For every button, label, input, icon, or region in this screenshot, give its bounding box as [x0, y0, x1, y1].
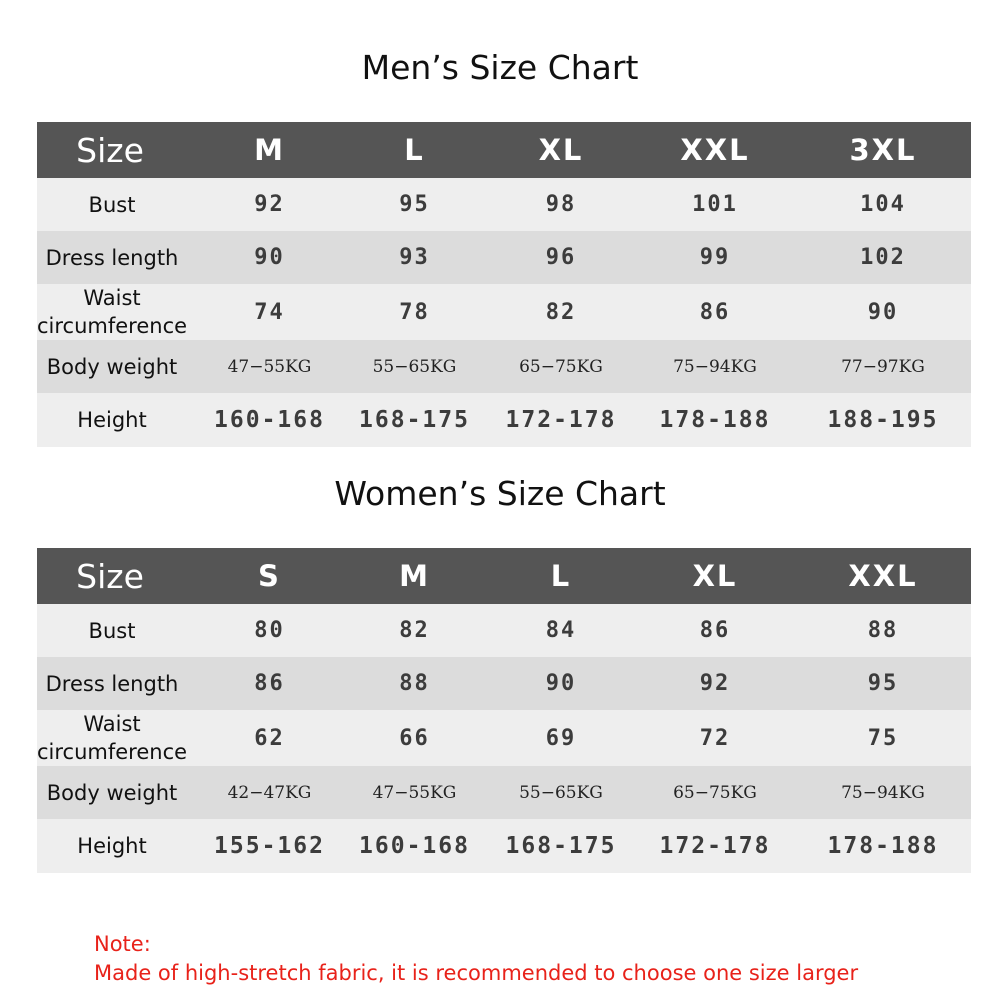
size-heading: XXL [795, 548, 971, 604]
table-cell: 84 [487, 604, 635, 657]
size-heading: XXL [635, 122, 795, 178]
table-row-dress-length: Dress length 90 93 96 99 102 [37, 231, 971, 284]
table-cell: 96 [487, 231, 635, 284]
womens-size-table: Size S M L XL XXL Bust 80 82 84 86 88 Dr… [37, 548, 971, 873]
table-cell: 69 [487, 710, 635, 766]
note-heading: Note: [94, 932, 151, 956]
row-label: Dress length [37, 231, 197, 284]
table-cell: 75−94KG [795, 766, 971, 819]
table-cell: 155-162 [197, 819, 342, 873]
row-label: Height [37, 819, 197, 873]
table-cell: 86 [635, 604, 795, 657]
table-row-bust: Bust 80 82 84 86 88 [37, 604, 971, 657]
size-heading: XL [635, 548, 795, 604]
table-cell: 172-178 [487, 393, 635, 447]
table-cell: 82 [342, 604, 487, 657]
table-cell: 72 [635, 710, 795, 766]
womens-chart-title: Women’s Size Chart [334, 474, 666, 513]
table-cell: 42−47KG [197, 766, 342, 819]
table-cell: 77−97KG [795, 340, 971, 393]
table-cell: 178-188 [635, 393, 795, 447]
table-cell: 104 [795, 178, 971, 231]
mens-chart-title: Men’s Size Chart [361, 48, 639, 87]
note-text: Made of high-stretch fabric, it is recom… [94, 961, 859, 985]
note: Note: Made of high-stretch fabric, it is… [94, 930, 858, 988]
size-heading: L [487, 548, 635, 604]
table-row-waist: Waist circumference 62 66 69 72 75 [37, 710, 971, 766]
size-heading: M [197, 122, 342, 178]
table-cell: 75−94KG [635, 340, 795, 393]
table-row-height: Height 160-168 168-175 172-178 178-188 1… [37, 393, 971, 447]
row-label-line: circumference [37, 314, 188, 338]
table-row-dress-length: Dress length 86 88 90 92 95 [37, 657, 971, 710]
row-label: Body weight [37, 340, 197, 393]
table-cell: 86 [197, 657, 342, 710]
table-cell: 88 [795, 604, 971, 657]
table-cell: 82 [487, 284, 635, 340]
table-cell: 101 [635, 178, 795, 231]
row-label: Bust [37, 178, 197, 231]
table-cell: 90 [197, 231, 342, 284]
table-header-row: Size S M L XL XXL [37, 548, 971, 604]
row-label: Body weight [37, 766, 197, 819]
table-cell: 168-175 [487, 819, 635, 873]
size-heading: XL [487, 122, 635, 178]
table-cell: 88 [342, 657, 487, 710]
row-label-line: Waist [83, 286, 141, 310]
table-cell: 78 [342, 284, 487, 340]
row-label: Waist circumference [37, 284, 197, 340]
mens-size-table: Size M L XL XXL 3XL Bust 92 95 98 101 10… [37, 122, 971, 447]
table-cell: 90 [487, 657, 635, 710]
table-row-bust: Bust 92 95 98 101 104 [37, 178, 971, 231]
table-cell: 47−55KG [197, 340, 342, 393]
table-cell: 160-168 [342, 819, 487, 873]
table-cell: 168-175 [342, 393, 487, 447]
row-label: Height [37, 393, 197, 447]
table-cell: 178-188 [795, 819, 971, 873]
table-cell: 66 [342, 710, 487, 766]
row-label: Bust [37, 604, 197, 657]
table-cell: 93 [342, 231, 487, 284]
table-cell: 95 [342, 178, 487, 231]
table-cell: 62 [197, 710, 342, 766]
table-cell: 92 [197, 178, 342, 231]
size-column-label: Size [37, 548, 197, 604]
table-row-waist: Waist circumference 74 78 82 86 90 [37, 284, 971, 340]
row-label-line: circumference [37, 740, 188, 764]
table-row-body-weight: Body weight 47−55KG 55−65KG 65−75KG 75−9… [37, 340, 971, 393]
table-cell: 86 [635, 284, 795, 340]
table-cell: 65−75KG [487, 340, 635, 393]
table-cell: 160-168 [197, 393, 342, 447]
table-cell: 74 [197, 284, 342, 340]
table-row-body-weight: Body weight 42−47KG 47−55KG 55−65KG 65−7… [37, 766, 971, 819]
table-cell: 47−55KG [342, 766, 487, 819]
table-cell: 102 [795, 231, 971, 284]
row-label: Waist circumference [37, 710, 197, 766]
table-cell: 55−65KG [487, 766, 635, 819]
table-cell: 75 [795, 710, 971, 766]
table-header-row: Size M L XL XXL 3XL [37, 122, 971, 178]
table-cell: 172-178 [635, 819, 795, 873]
table-cell: 99 [635, 231, 795, 284]
table-cell: 80 [197, 604, 342, 657]
row-label-line: Waist [83, 712, 141, 736]
table-cell: 188-195 [795, 393, 971, 447]
table-cell: 92 [635, 657, 795, 710]
size-heading: S [197, 548, 342, 604]
size-heading: 3XL [795, 122, 971, 178]
table-cell: 65−75KG [635, 766, 795, 819]
table-cell: 90 [795, 284, 971, 340]
size-heading: L [342, 122, 487, 178]
table-cell: 95 [795, 657, 971, 710]
row-label: Dress length [37, 657, 197, 710]
table-cell: 55−65KG [342, 340, 487, 393]
size-heading: M [342, 548, 487, 604]
table-cell: 98 [487, 178, 635, 231]
size-column-label: Size [37, 122, 197, 178]
table-row-height: Height 155-162 160-168 168-175 172-178 1… [37, 819, 971, 873]
